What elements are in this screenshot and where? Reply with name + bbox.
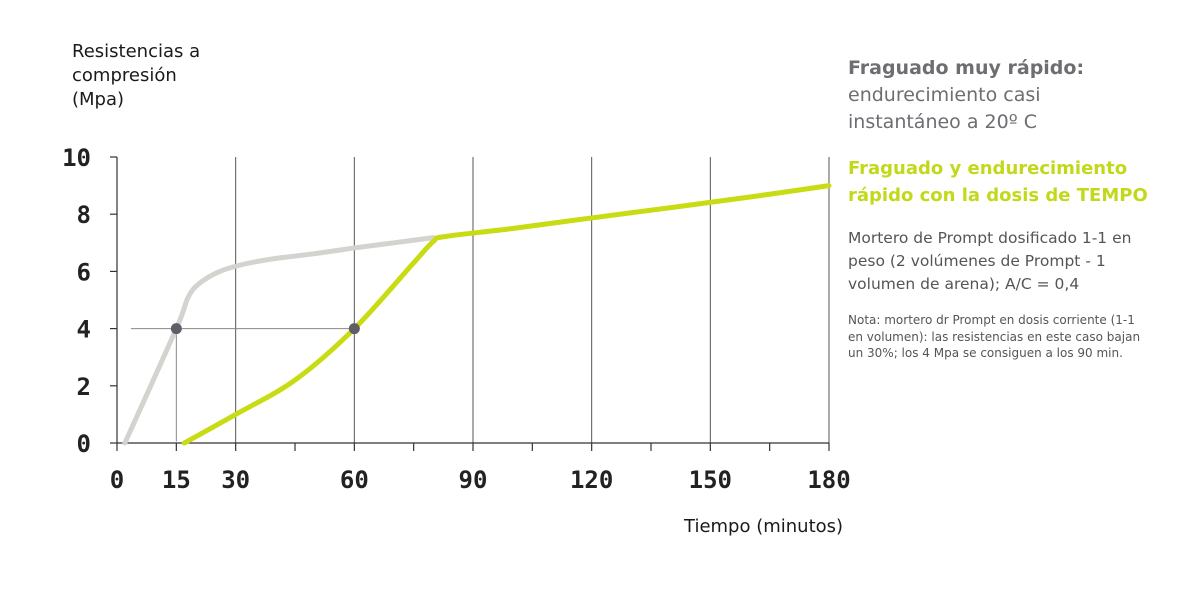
y-tick-label-0: 0	[77, 430, 91, 458]
y-axis-title-line1: Resistencias a	[72, 41, 201, 62]
legend-green-text: Fraguado y endurecimiento rápido con la …	[848, 158, 1148, 206]
y-tick-label-10: 10	[62, 144, 91, 172]
series-green-line	[181, 183, 832, 446]
x-tick-label-30: 30	[221, 466, 250, 494]
legend-gray-text: endurecimiento casi instantáneo a 20º C	[848, 84, 1041, 133]
x-tick-label-60: 60	[340, 466, 369, 494]
reference-lines	[130, 328, 355, 442]
y-tick-label-8: 8	[77, 201, 91, 229]
legend-panel: Fraguado muy rápido: endurecimiento casi…	[848, 55, 1178, 362]
y-axis-title: Resistencias a compresión (Mpa)	[72, 40, 272, 112]
x-tick-label-15: 15	[162, 466, 191, 494]
y-tick-label-2: 2	[77, 373, 91, 401]
y-tick-label-4: 4	[77, 316, 91, 344]
tick-labels: 0 2 4 6 8 10 0 15 30 60 90 120 150 180	[62, 144, 851, 494]
y-axis-title-line2: compresión	[72, 65, 177, 86]
x-tick-label-0: 0	[110, 466, 124, 494]
y-tick-label-6: 6	[77, 258, 91, 286]
legend-description: Mortero de Prompt dosificado 1-1 en peso…	[848, 229, 1132, 293]
series-gray-line	[122, 235, 436, 446]
legend-gray-title: Fraguado muy rápido:	[848, 57, 1085, 79]
marker-point-1	[170, 323, 182, 335]
y-axis-title-line3: (Mpa)	[72, 89, 125, 110]
axes	[110, 156, 830, 451]
legend-note: Nota: mortero dr Prompt en dosis corrien…	[848, 313, 1141, 360]
x-tick-label-150: 150	[689, 466, 732, 494]
markers	[170, 323, 360, 335]
x-tick-label-180: 180	[807, 466, 850, 494]
marker-point-2	[348, 323, 360, 335]
series-lines	[122, 183, 832, 446]
x-tick-label-120: 120	[570, 466, 613, 494]
x-axis-title: Tiempo (minutos)	[684, 516, 844, 537]
x-tick-label-90: 90	[459, 466, 488, 494]
